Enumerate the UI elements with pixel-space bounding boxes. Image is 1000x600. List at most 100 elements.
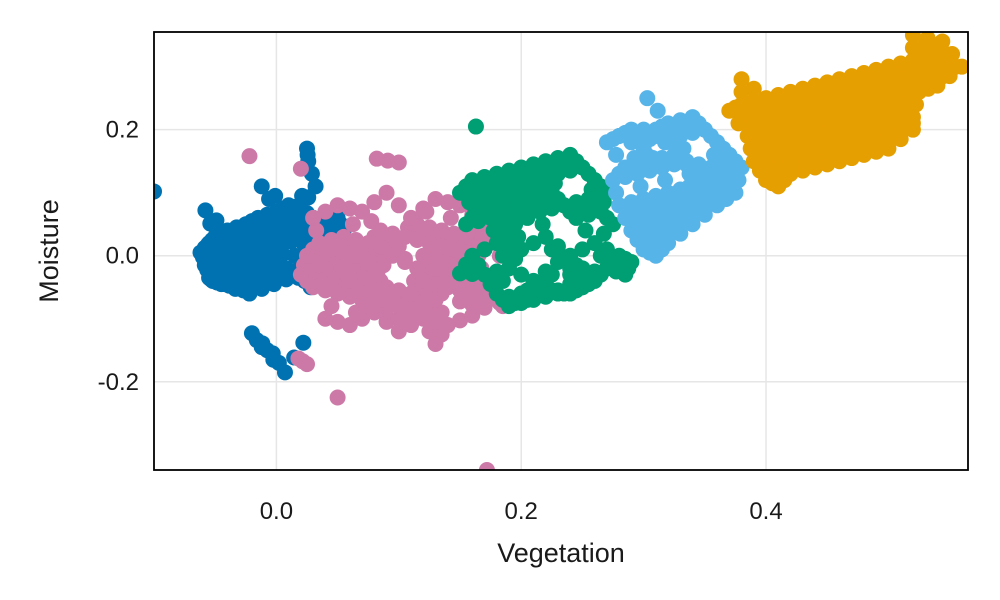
data-point <box>280 197 297 214</box>
data-point <box>605 172 622 189</box>
data-point <box>427 291 444 308</box>
data-point <box>702 159 719 176</box>
data-point <box>221 250 238 267</box>
data-point <box>525 172 542 189</box>
data-point <box>904 39 921 56</box>
data-point <box>672 127 689 144</box>
data-point <box>855 64 872 81</box>
data-point <box>500 298 517 315</box>
data-point <box>727 184 744 201</box>
data-point <box>234 238 251 255</box>
data-point <box>488 285 505 302</box>
data-point <box>329 313 346 330</box>
data-point <box>237 216 254 233</box>
data-point <box>283 219 300 236</box>
x-tick-label: 0.0 <box>260 498 293 525</box>
data-point <box>464 296 481 313</box>
data-point <box>678 153 695 170</box>
data-point <box>770 178 787 195</box>
data-point <box>574 159 591 176</box>
data-point <box>323 241 340 258</box>
data-point <box>537 279 554 296</box>
y-tick-label: -0.2 <box>98 369 139 396</box>
data-point <box>415 310 432 327</box>
data-point <box>672 191 689 208</box>
data-point <box>478 462 495 470</box>
data-point <box>782 83 799 100</box>
data-point <box>904 52 921 69</box>
data-point <box>782 165 799 182</box>
data-point <box>537 153 554 170</box>
data-point <box>439 317 456 334</box>
x-axis-ticks: 0.0 0.2 0.4 <box>260 498 783 525</box>
data-point <box>368 150 385 167</box>
data-point <box>335 228 352 245</box>
data-point <box>415 247 432 264</box>
data-point <box>739 127 756 144</box>
data-point <box>494 197 511 214</box>
data-point <box>574 241 591 258</box>
data-point <box>904 121 921 138</box>
data-point <box>556 197 573 214</box>
data-point <box>953 58 968 75</box>
data-point <box>709 197 726 214</box>
data-point <box>586 235 603 252</box>
data-point <box>219 222 236 239</box>
data-point <box>647 121 664 138</box>
data-point <box>452 265 469 282</box>
data-point <box>513 159 530 176</box>
data-point <box>641 153 658 170</box>
x-axis-label: Vegetation <box>497 538 625 568</box>
data-point <box>347 247 364 264</box>
data-point <box>531 203 548 220</box>
plot-frame <box>153 31 969 471</box>
data-point <box>806 77 823 94</box>
data-point <box>507 216 524 233</box>
data-point <box>390 323 407 340</box>
data-point <box>458 216 475 233</box>
y-axis-ticks: -0.2 0.0 0.2 <box>98 117 139 396</box>
data-point <box>305 279 322 296</box>
data-point <box>476 191 493 208</box>
data-point <box>653 159 670 176</box>
data-point <box>341 200 358 217</box>
data-point <box>904 32 921 44</box>
data-point <box>660 184 677 201</box>
data-point <box>452 184 469 201</box>
data-point <box>562 146 579 163</box>
data-point <box>855 134 872 151</box>
data-point <box>892 71 909 88</box>
data-point <box>403 304 420 321</box>
data-point <box>295 334 312 351</box>
data-point <box>243 325 260 342</box>
data-point <box>733 71 750 88</box>
data-point <box>690 165 707 182</box>
data-point <box>586 172 603 189</box>
data-point <box>299 140 316 157</box>
data-point <box>684 178 701 195</box>
data-point <box>819 134 836 151</box>
data-point <box>344 216 361 233</box>
data-point <box>696 191 713 208</box>
data-point <box>427 335 444 352</box>
data-point <box>329 285 346 302</box>
data-point <box>543 184 560 201</box>
data-point <box>758 159 775 176</box>
data-point <box>396 228 413 245</box>
data-point <box>378 313 395 330</box>
data-point <box>390 298 407 315</box>
data-point <box>329 197 346 214</box>
data-point <box>684 109 701 126</box>
data-point <box>684 216 701 233</box>
data-point <box>758 90 775 107</box>
data-point <box>611 197 628 214</box>
data-point <box>525 235 542 252</box>
data-point <box>598 134 615 151</box>
data-point <box>806 146 823 163</box>
data-point <box>201 269 218 286</box>
data-point <box>270 231 287 248</box>
data-point <box>635 228 652 245</box>
data-point <box>549 238 566 255</box>
data-point <box>510 228 527 245</box>
data-point <box>197 254 214 271</box>
